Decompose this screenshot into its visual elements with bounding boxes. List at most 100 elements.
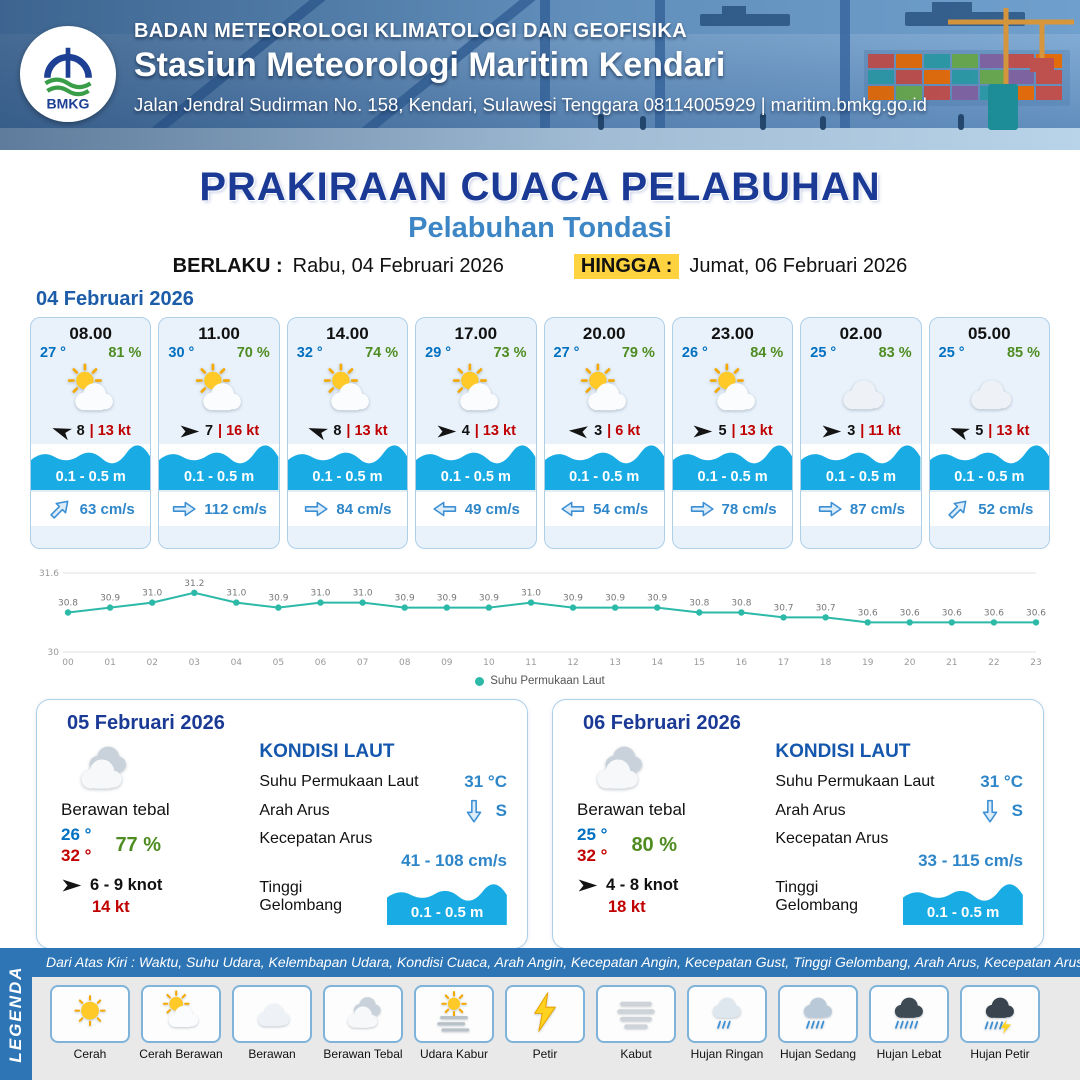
gust-separator: |: [607, 423, 612, 439]
gust-value: 13 kt: [354, 423, 388, 439]
gust-value: 11 kt: [868, 423, 901, 439]
wind-row: 3 | 6 kt: [545, 421, 664, 444]
svg-text:18: 18: [820, 658, 832, 668]
wave-height-value: 0.1 - 0.5 m: [926, 904, 1000, 921]
wind-gust: | 13 kt: [346, 423, 387, 439]
legend-icon-box: [596, 985, 676, 1043]
gust-value: 16 kt: [226, 423, 260, 439]
hujan-sedang-icon: [796, 990, 840, 1039]
legend-label: Cerah: [73, 1047, 107, 1061]
forecast-time: 11.00: [198, 324, 240, 343]
valid-until: HINGGA : Jumat, 06 Februari 2026: [573, 254, 908, 279]
wind-row: 8 | 13 kt: [31, 421, 150, 444]
hujan-petir-icon: [978, 990, 1022, 1039]
wave-icon: [287, 444, 408, 490]
svg-text:30.6: 30.6: [858, 608, 878, 618]
legend-item: Kabut: [594, 985, 678, 1080]
air-temp: 26 °: [681, 345, 708, 361]
legend-icon-box: [323, 985, 403, 1043]
wind-direction-icon: [305, 420, 330, 441]
current-direction-icon: [943, 493, 974, 524]
daily-weather-summary: Berawan tebal 26 ° 32 ° 77 % 6 - 9 knot …: [55, 737, 249, 925]
legend-item: Hujan Ringan: [685, 985, 769, 1080]
wave-height-badge: 0.1 - 0.5 m: [387, 883, 507, 925]
legend-label: Udara Kabur: [419, 1047, 489, 1061]
svg-text:30.9: 30.9: [437, 594, 457, 604]
current-direction-icon: [465, 798, 483, 824]
svg-text:31.0: 31.0: [226, 589, 246, 599]
current-row: 54 cm/s: [544, 490, 664, 526]
current-direction-icon: [303, 500, 329, 518]
forecast-time: 20.00: [582, 324, 626, 343]
berawan-icon: [250, 990, 294, 1039]
wind-direction-icon: [179, 424, 200, 439]
svg-text:30.9: 30.9: [605, 594, 625, 604]
daily-card-body: Berawan tebal 25 ° 32 ° 80 % 4 - 8 knot …: [571, 737, 1023, 925]
wave-height-band: 0.1 - 0.5 m: [929, 444, 1049, 490]
humidity: 74 %: [365, 345, 399, 361]
current-row: 78 cm/s: [672, 490, 793, 526]
legend-note: Dari Atas Kiri : Waktu, Suhu Udara, Kele…: [32, 948, 1080, 977]
wind-speed: 7: [204, 423, 214, 439]
current-row: 52 cm/s: [929, 490, 1049, 526]
port-name: Pelabuhan Tondasi: [408, 212, 672, 244]
wave-height: 0.1 - 0.5 m: [569, 469, 640, 485]
legend-icon-box: [232, 985, 312, 1043]
forecast-time: 14.00: [326, 324, 369, 343]
wind-direction-icon: [821, 424, 842, 439]
wave-height-badge: 0.1 - 0.5 m: [903, 883, 1023, 925]
temp-max: 32 °: [61, 846, 92, 865]
current-speed-value: 41 - 108 cm/s: [401, 851, 507, 870]
sst-label: Suhu Permukaan Laut: [775, 773, 935, 790]
legend-title: LEGENDA: [6, 965, 25, 1063]
legend-icon-box: [778, 985, 858, 1043]
temp-humidity: 26 ° 32 ° 77 %: [61, 825, 249, 866]
forecast-card: 23.00 26 ° 84 % 5 | 13 kt 0.1 - 0.5 m 78 …: [671, 317, 794, 549]
temp-min: 25 °: [577, 825, 608, 844]
header-text: BADAN METEOROLOGI KLIMATOLOGI DAN GEOFIS…: [134, 20, 927, 116]
hourly-forecast-row: 08.00 27 ° 81 % 8 | 13 kt 0.1 - 0.5 m 63 …: [30, 317, 1050, 549]
cerah-icon: [68, 990, 112, 1039]
current-speed: 84 cm/s: [336, 500, 392, 518]
svg-text:30.9: 30.9: [268, 594, 288, 604]
legend-icon-box: [960, 985, 1040, 1043]
wave-height-band: 0.1 - 0.5 m: [544, 444, 664, 490]
legend-label: Berawan: [248, 1047, 296, 1061]
wind-direction-icon: [567, 423, 589, 440]
current-speed: 52 cm/s: [978, 500, 1034, 518]
legend-item: Udara Kabur: [412, 985, 496, 1080]
wave-icon: [544, 444, 664, 490]
svg-text:03: 03: [189, 658, 200, 668]
weather-icon: [577, 737, 663, 797]
current-direction-icon: [689, 500, 715, 518]
legend-item: Hujan Petir: [958, 985, 1042, 1080]
humidity: 77 %: [115, 834, 162, 856]
legend-main: Dari Atas Kiri : Waktu, Suhu Udara, Kele…: [32, 948, 1080, 1080]
current-direction-icon: [981, 798, 999, 824]
current-row: 63 cm/s: [31, 490, 151, 526]
wind-row: 7 | 16 kt: [159, 421, 278, 444]
legend-label: Hujan Ringan: [690, 1047, 764, 1061]
hujan-ringan-icon: [705, 990, 749, 1039]
svg-text:08: 08: [399, 658, 411, 668]
gust-separator: |: [218, 423, 223, 439]
svg-text:02: 02: [146, 658, 157, 668]
current-row: 84 cm/s: [287, 490, 408, 526]
wind-speed: 8: [76, 423, 85, 439]
wave-icon: [903, 883, 1023, 925]
svg-text:31.0: 31.0: [353, 589, 373, 599]
wave-height-band: 0.1 - 0.5 m: [31, 444, 151, 490]
udara-kabur-icon: [432, 990, 476, 1039]
svg-text:30.8: 30.8: [689, 599, 709, 609]
weather-icon: [801, 361, 920, 421]
forecast-card: 02.00 25 ° 83 % 3 | 11 kt 0.1 - 0.5 m 87 …: [800, 317, 922, 549]
berlaku-label: BERLAKU :: [172, 255, 283, 277]
current-direction-value: S: [1011, 801, 1023, 820]
humidity: 85 %: [1006, 345, 1040, 361]
wave-height-band: 0.1 - 0.5 m: [416, 444, 536, 490]
svg-text:06: 06: [315, 658, 327, 668]
weather-icon: [416, 361, 535, 421]
legend-label: Hujan Lebat: [876, 1047, 942, 1061]
hingga-value: Jumat, 06 Februari 2026: [689, 255, 908, 277]
wave-icon: [801, 444, 921, 490]
